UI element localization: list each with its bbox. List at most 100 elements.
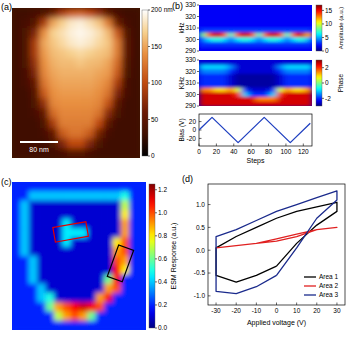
cell <box>234 97 242 102</box>
cell <box>62 256 71 266</box>
cell <box>87 256 96 266</box>
cell <box>76 28 86 39</box>
cell <box>213 28 221 33</box>
cell <box>96 256 105 266</box>
cell <box>20 256 29 266</box>
cell <box>37 312 46 322</box>
cell <box>248 28 256 33</box>
cell <box>104 284 113 294</box>
cell <box>122 38 132 49</box>
cell <box>234 60 242 65</box>
cell <box>206 33 214 38</box>
cell <box>54 275 63 285</box>
cell <box>104 201 113 211</box>
cell <box>270 10 278 15</box>
cell <box>104 275 113 285</box>
cell <box>113 201 122 211</box>
cell <box>298 65 306 70</box>
cell <box>62 219 71 229</box>
cell <box>284 74 292 79</box>
cell <box>305 92 312 97</box>
tick-label: 300 <box>185 91 196 98</box>
cell <box>20 210 29 220</box>
cell <box>103 78 113 89</box>
cell <box>227 92 235 97</box>
cell <box>37 275 46 285</box>
cell <box>199 92 207 97</box>
cell <box>87 312 96 322</box>
cell <box>58 78 68 89</box>
cell <box>113 321 122 330</box>
cell <box>62 210 71 220</box>
cell <box>113 128 123 139</box>
cell <box>113 38 123 49</box>
cell <box>199 60 207 65</box>
cell <box>71 302 80 312</box>
cell <box>37 247 46 257</box>
cell <box>138 275 146 285</box>
cell <box>30 98 40 109</box>
cell <box>103 138 113 149</box>
cell <box>67 88 77 99</box>
cell <box>234 33 242 38</box>
cell <box>131 18 140 29</box>
cell <box>29 247 38 257</box>
cell <box>270 42 278 47</box>
cell <box>241 97 249 102</box>
cell <box>20 275 29 285</box>
cell <box>263 78 271 83</box>
cell <box>12 284 21 294</box>
tick-label: 330 <box>185 56 196 63</box>
cell <box>122 78 132 89</box>
cell <box>39 48 49 59</box>
colorbar-tick-label: 5 <box>325 34 329 41</box>
tick <box>276 303 277 306</box>
cell <box>30 88 40 99</box>
cell <box>263 74 271 79</box>
axis-label: Steps <box>247 157 265 165</box>
cell <box>94 108 104 119</box>
cell <box>138 201 146 211</box>
colorbar-tick <box>155 328 157 329</box>
cell <box>270 37 278 42</box>
cell <box>291 97 299 102</box>
cell <box>227 60 235 65</box>
cell <box>20 191 29 201</box>
cell <box>305 97 312 102</box>
cell <box>199 33 207 38</box>
cell <box>46 284 55 294</box>
cell <box>138 293 146 303</box>
colorbar-label: Amplitude (a.u.) <box>338 7 344 49</box>
cell <box>138 302 146 312</box>
cell <box>79 284 88 294</box>
tick <box>197 83 199 84</box>
cell <box>277 69 285 74</box>
cell <box>305 42 312 47</box>
cell <box>291 14 299 19</box>
cell <box>54 228 63 238</box>
cell <box>37 201 46 211</box>
cell <box>305 69 312 74</box>
cell <box>94 138 104 149</box>
cell <box>121 284 130 294</box>
cell <box>305 78 312 83</box>
cell <box>58 48 68 59</box>
cell <box>263 23 271 28</box>
cell <box>270 83 278 88</box>
cell <box>284 33 292 38</box>
cell <box>206 19 214 24</box>
cell <box>270 5 278 10</box>
cell <box>206 83 214 88</box>
cell <box>103 18 113 29</box>
cell <box>71 210 80 220</box>
cell <box>220 23 228 28</box>
cell <box>79 293 88 303</box>
cell <box>30 78 40 89</box>
cell <box>241 23 249 28</box>
cell <box>39 38 49 49</box>
cell <box>241 37 249 42</box>
tick <box>285 144 286 147</box>
cell <box>305 10 312 15</box>
cell <box>121 219 130 229</box>
cell <box>131 58 140 69</box>
